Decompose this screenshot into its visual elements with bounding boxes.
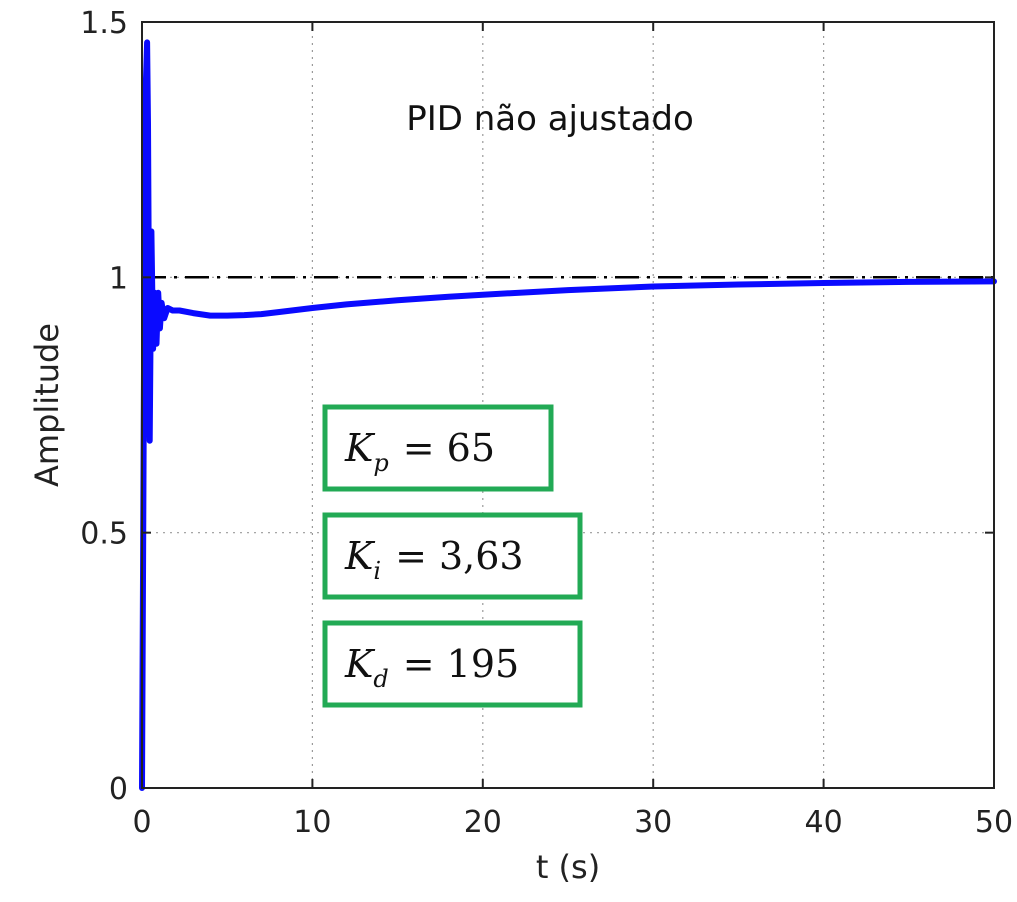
gain-label-d: Kd = 195 [344, 642, 519, 693]
x-tick-label: 30 [634, 805, 672, 840]
gain-label-i: Ki = 3,63 [344, 534, 524, 585]
gain-label-p: Kp = 65 [344, 426, 495, 477]
x-tick-label: 10 [293, 805, 331, 840]
y-tick-label: 1 [109, 261, 128, 296]
y-tick-label: 0 [109, 772, 128, 807]
x-tick-label: 20 [464, 805, 502, 840]
gain-boxes: Kp = 65 Ki = 3,63 Kd = 195 [325, 407, 580, 705]
y-tick-label: 0.5 [80, 517, 128, 552]
x-tick-label: 0 [132, 805, 151, 840]
x-tick-label: 50 [975, 805, 1013, 840]
x-axis-title: t (s) [536, 848, 600, 886]
annotation-text: PID não ajustado [406, 99, 694, 139]
y-axis-title: Amplitude [28, 323, 66, 487]
y-tick-label: 1.5 [80, 6, 128, 41]
x-tick-label: 40 [805, 805, 843, 840]
